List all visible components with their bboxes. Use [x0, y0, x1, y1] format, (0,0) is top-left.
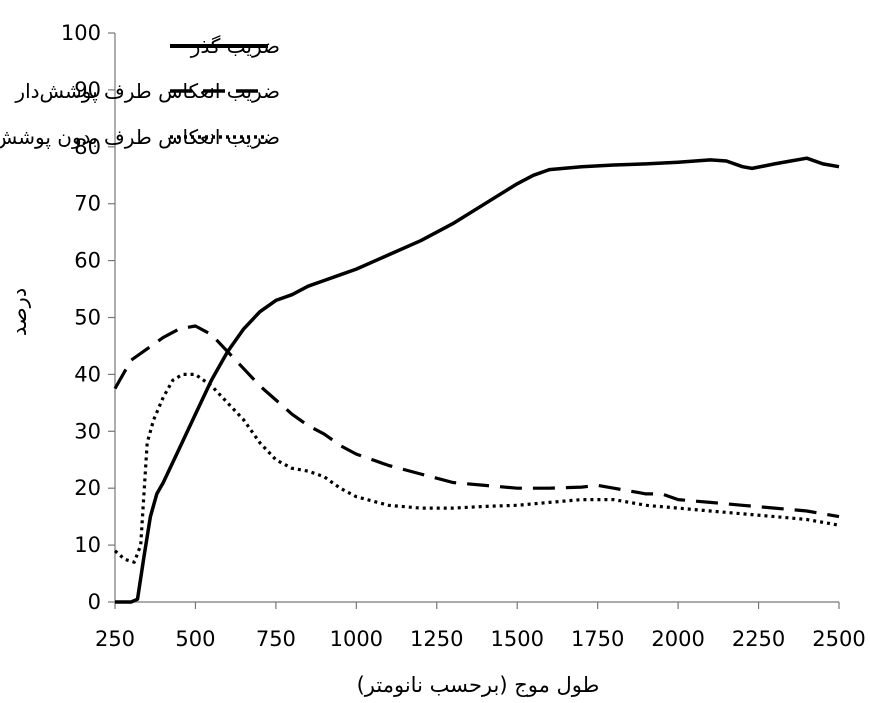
legend-label-2: ضریب انعکاس طرف پوشش‌دار [14, 79, 280, 104]
series-layer [113, 156, 840, 604]
y-tick-label: 0 [88, 590, 101, 614]
x-tick-label: 750 [256, 627, 296, 651]
y-tick-label: 100 [61, 21, 101, 45]
x-tick-label: 1250 [410, 627, 463, 651]
y-axis-title: درصد [7, 288, 31, 336]
x-tick-label: 2000 [651, 627, 704, 651]
y-tick-label: 50 [74, 306, 101, 330]
x-axis-ticks: 250 500 750 1000 1250 1500 1750 2000 2250 2500 [95, 602, 866, 651]
x-tick-label: 2250 [732, 627, 785, 651]
x-tick-label: 500 [175, 627, 215, 651]
x-tick-label: 1000 [330, 627, 383, 651]
y-tick-label: 90 [74, 78, 101, 102]
x-tick-label: 250 [95, 627, 135, 651]
x-tick-label: 1750 [571, 627, 624, 651]
y-tick-label: 80 [74, 135, 101, 159]
y-tick-label: 10 [74, 533, 101, 557]
series-line-2 [113, 324, 840, 519]
series-line-1 [115, 156, 840, 604]
series-line-3 [113, 372, 840, 564]
x-tick-label: 2500 [812, 627, 865, 651]
x-axis-title: طول موج (برحسب نانومتر) [357, 673, 600, 698]
x-tick-label: 1500 [490, 627, 543, 651]
y-tick-label: 30 [74, 419, 101, 443]
y-tick-label: 20 [74, 476, 101, 500]
legend-label-1: ضریب گذر [190, 34, 280, 58]
chart-axes [114, 33, 839, 603]
y-tick-label: 70 [74, 192, 101, 216]
legend-label-3: ضریب انعکاس طرف بدون پوشش [0, 125, 280, 150]
y-axis-ticks: 0 10 20 30 40 50 60 70 80 90 100 [61, 21, 115, 614]
y-tick-label: 60 [74, 249, 101, 273]
legend: ضریب گذر ضریب انعکاس طرف پوشش‌دار ضریب انع… [0, 34, 280, 150]
y-tick-label: 40 [74, 362, 101, 386]
